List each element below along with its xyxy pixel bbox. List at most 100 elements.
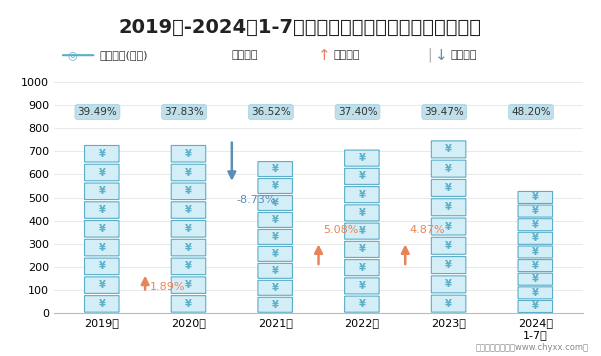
Text: ¥: ¥ [445, 202, 452, 212]
FancyBboxPatch shape [432, 276, 466, 293]
Text: ¥: ¥ [532, 193, 538, 203]
Text: ¥: ¥ [532, 206, 538, 216]
Text: ¥: ¥ [185, 205, 192, 215]
FancyBboxPatch shape [85, 146, 119, 162]
FancyBboxPatch shape [258, 281, 293, 295]
FancyBboxPatch shape [432, 295, 466, 312]
Text: 39.47%: 39.47% [424, 107, 464, 117]
Text: 同比减少: 同比减少 [451, 50, 477, 60]
Text: ¥: ¥ [445, 260, 452, 270]
FancyBboxPatch shape [171, 183, 206, 200]
Text: ¥: ¥ [272, 249, 279, 259]
FancyBboxPatch shape [432, 237, 466, 254]
Text: ¥: ¥ [358, 244, 365, 255]
FancyBboxPatch shape [258, 230, 293, 244]
Text: ¥: ¥ [185, 168, 192, 178]
Text: ¥: ¥ [99, 280, 105, 290]
Text: ¥: ¥ [185, 149, 192, 159]
Text: 4.87%: 4.87% [409, 225, 445, 235]
FancyBboxPatch shape [432, 218, 466, 235]
Text: ¥: ¥ [99, 168, 105, 178]
Text: 36.52%: 36.52% [251, 107, 291, 117]
Text: ¥: ¥ [99, 299, 105, 309]
FancyBboxPatch shape [518, 192, 552, 203]
Text: ¥: ¥ [185, 299, 192, 309]
Text: ◎: ◎ [67, 50, 77, 60]
Text: 37.83%: 37.83% [164, 107, 204, 117]
FancyBboxPatch shape [258, 246, 293, 261]
Text: 寿险占比: 寿险占比 [231, 50, 258, 60]
FancyBboxPatch shape [171, 164, 206, 181]
Text: ¥: ¥ [185, 186, 192, 196]
FancyBboxPatch shape [344, 260, 379, 276]
Text: ¥: ¥ [358, 190, 365, 200]
FancyBboxPatch shape [518, 287, 552, 299]
Text: ¥: ¥ [445, 183, 452, 193]
Text: ¥: ¥ [272, 215, 279, 225]
FancyBboxPatch shape [344, 223, 379, 239]
FancyBboxPatch shape [344, 187, 379, 203]
Text: 制图：智研咨询（www.chyxx.com）: 制图：智研咨询（www.chyxx.com） [476, 344, 589, 352]
Text: ¥: ¥ [532, 233, 538, 244]
Text: ¥: ¥ [99, 205, 105, 215]
FancyBboxPatch shape [518, 300, 552, 313]
Text: ¥: ¥ [99, 242, 105, 253]
Text: ¥: ¥ [272, 232, 279, 242]
Text: 同比增加: 同比增加 [334, 50, 360, 60]
FancyBboxPatch shape [518, 273, 552, 285]
FancyBboxPatch shape [85, 258, 119, 274]
Text: 5.08%: 5.08% [323, 225, 358, 235]
FancyBboxPatch shape [85, 295, 119, 312]
FancyBboxPatch shape [432, 141, 466, 158]
Text: ↓: ↓ [435, 48, 448, 63]
FancyBboxPatch shape [171, 295, 206, 312]
FancyBboxPatch shape [344, 150, 379, 166]
Text: ¥: ¥ [358, 171, 365, 181]
Text: ¥: ¥ [358, 153, 365, 163]
FancyBboxPatch shape [258, 263, 293, 278]
FancyBboxPatch shape [344, 241, 379, 257]
FancyBboxPatch shape [258, 195, 293, 210]
FancyBboxPatch shape [85, 239, 119, 256]
Text: ¥: ¥ [99, 261, 105, 271]
FancyBboxPatch shape [518, 260, 552, 272]
Text: ¥: ¥ [358, 281, 365, 291]
Text: ¥: ¥ [272, 198, 279, 208]
Text: ¥: ¥ [445, 241, 452, 251]
Text: ¥: ¥ [185, 224, 192, 234]
FancyBboxPatch shape [85, 202, 119, 218]
Text: ¥: ¥ [185, 261, 192, 271]
FancyBboxPatch shape [344, 168, 379, 184]
Text: ¥: ¥ [445, 145, 452, 155]
Text: ¥: ¥ [272, 266, 279, 276]
FancyBboxPatch shape [85, 277, 119, 293]
Text: ¥: ¥ [445, 221, 452, 231]
FancyBboxPatch shape [432, 179, 466, 197]
FancyBboxPatch shape [344, 296, 379, 312]
FancyBboxPatch shape [518, 232, 552, 244]
Text: 48.20%: 48.20% [511, 107, 551, 117]
Text: ¥: ¥ [532, 220, 538, 230]
Text: ¥: ¥ [445, 299, 452, 309]
Text: ¥: ¥ [185, 280, 192, 290]
Text: ¥: ¥ [185, 242, 192, 253]
Text: -8.73%: -8.73% [236, 195, 276, 205]
FancyBboxPatch shape [258, 213, 293, 227]
FancyBboxPatch shape [258, 162, 293, 177]
FancyBboxPatch shape [518, 246, 552, 258]
FancyBboxPatch shape [432, 199, 466, 216]
FancyBboxPatch shape [209, 50, 230, 60]
Text: 39.49%: 39.49% [78, 107, 117, 117]
Text: ¥: ¥ [532, 288, 538, 298]
FancyBboxPatch shape [432, 257, 466, 273]
Text: 累计保费(亿元): 累计保费(亿元) [99, 50, 148, 60]
Text: ¥: ¥ [532, 274, 538, 284]
FancyBboxPatch shape [518, 205, 552, 217]
FancyBboxPatch shape [171, 202, 206, 218]
Text: ¥: ¥ [99, 149, 105, 159]
FancyBboxPatch shape [85, 183, 119, 200]
FancyBboxPatch shape [344, 278, 379, 294]
Text: ¥: ¥ [272, 300, 279, 310]
FancyBboxPatch shape [171, 239, 206, 256]
FancyBboxPatch shape [344, 205, 379, 221]
